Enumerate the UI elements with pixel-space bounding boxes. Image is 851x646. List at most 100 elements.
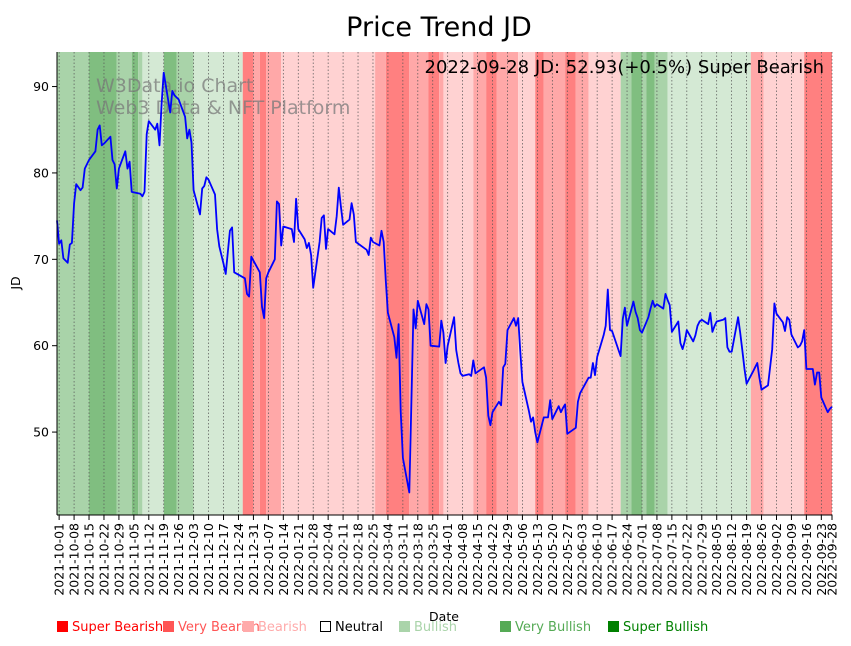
sentiment-band-very-bearish: [266, 52, 282, 515]
x-tick-label: 2021-11-12: [141, 523, 156, 596]
y-ticks: 50 60 70 80 90: [33, 79, 57, 440]
x-tick-label: 2022-02-25: [365, 523, 380, 596]
sentiment-band-very-bearish: [409, 52, 429, 515]
x-tick-label: 2022-08-26: [754, 523, 769, 596]
x-tick-label: 2022-06-03: [575, 523, 590, 596]
legend-label: Super Bearish: [72, 620, 164, 635]
legend-swatch: [320, 621, 331, 632]
x-tick-label: 2022-08-12: [724, 523, 739, 596]
x-tick-label: 2022-02-04: [321, 523, 336, 596]
latest-price-annotation: 2022-09-28 JD: 52.93(+0.5%) Super Bearis…: [425, 57, 825, 78]
x-tick-label: 2022-03-18: [410, 523, 425, 596]
legend-swatch: [163, 621, 174, 632]
sentiment-band-bullish: [620, 52, 632, 515]
y-tick-label: 70: [33, 252, 49, 267]
x-tick-label: 2021-10-29: [111, 523, 126, 596]
x-tick-label: 2022-07-01: [634, 523, 649, 596]
legend-swatch: [608, 621, 619, 632]
x-tick-label: 2021-11-19: [156, 523, 171, 596]
x-tick-label: 2022-04-01: [440, 523, 455, 596]
sentiment-band-bearish: [588, 52, 621, 515]
sentiment-band-very-bullish: [131, 52, 139, 515]
legend-very-bullish: Very Bullish: [500, 620, 591, 635]
x-tick-label: 2022-03-04: [380, 523, 395, 596]
sentiment-band-bullish: [176, 52, 194, 515]
x-tick-label: 2022-09-02: [769, 523, 784, 596]
price-line: [56, 71, 833, 494]
x-tick-label: 2021-12-03: [186, 523, 201, 596]
x-tick-label: 2022-01-07: [261, 523, 276, 596]
sentiment-band-super-bearish: [385, 52, 410, 515]
watermark-line-2: Web3 Data & NFT Platform: [96, 97, 350, 119]
legend-label: Super Bullish: [623, 620, 709, 635]
x-tick-label: 2022-06-17: [605, 523, 620, 596]
sentiment-band-very-bullish: [163, 52, 177, 515]
legend-label: Very Bullish: [515, 620, 592, 635]
x-tick-label: 2022-02-18: [351, 523, 366, 596]
sentiment-band-neutral-bullish: [142, 52, 164, 515]
y-tick-label: 60: [33, 338, 49, 353]
x-tick-label: 2021-11-26: [171, 523, 186, 596]
x-tick-label: 2021-12-17: [216, 523, 231, 596]
sentiment-band-bearish: [518, 52, 536, 515]
sentiment-band-super-bearish: [565, 52, 576, 515]
x-ticks: 2021-10-01 2021-10-08 2021-10-15 2021-10-22…: [52, 515, 840, 596]
y-tick-label: 90: [33, 79, 49, 94]
x-tick-label: 2021-10-22: [96, 523, 111, 596]
x-tick-label: 2022-09-28: [825, 523, 840, 596]
sentiment-band-super-bearish: [535, 52, 544, 515]
x-tick-label: 2021-12-31: [246, 523, 261, 596]
sentiment-band-super-bearish: [259, 52, 267, 515]
sentiment-band-very-bearish: [750, 52, 764, 515]
sentiment-band-super-bearish: [242, 52, 254, 515]
sentiment-bands: [57, 52, 832, 515]
sentiment-band-bullish: [138, 52, 143, 515]
legend-bearish: Bearish: [243, 620, 307, 635]
x-axis-label: Date: [429, 609, 459, 624]
x-tick-label: 2022-07-08: [649, 523, 664, 596]
watermark-line-1: W3Data.io Chart: [96, 75, 253, 97]
sentiment-band-bullish: [641, 52, 647, 515]
legend-label: Very Bearish: [178, 620, 260, 635]
x-tick-label: 2021-10-08: [67, 523, 82, 596]
sentiment-band-neutral-bullish: [667, 52, 751, 515]
x-tick-label: 2022-08-19: [739, 523, 754, 596]
legend-swatch: [500, 621, 511, 632]
legend-neutral: Neutral: [320, 620, 383, 635]
x-tick-label: 2021-11-05: [126, 523, 141, 596]
x-tick-label: 2022-06-24: [620, 523, 635, 596]
legend-super-bearish: Super Bearish: [57, 620, 163, 635]
x-tick-label: 2022-03-25: [425, 523, 440, 596]
y-tick-label: 50: [33, 425, 49, 440]
sentiment-band-very-bullish: [646, 52, 655, 515]
x-tick-label: 2021-12-10: [201, 523, 216, 596]
sentiment-band-very-bearish: [375, 52, 386, 515]
x-tick-label: 2022-04-08: [455, 523, 470, 596]
legend-super-bullish: Super Bullish: [608, 620, 708, 635]
x-tick-label: 2022-07-22: [679, 523, 694, 596]
y-axis-label: JD: [8, 276, 23, 290]
x-tick-label: 2022-09-09: [784, 523, 799, 596]
x-tick-label: 2022-08-05: [709, 523, 724, 596]
x-tick-label: 2022-03-11: [395, 523, 410, 596]
sentiment-band-very-bearish: [473, 52, 487, 515]
chart-title: Price Trend JD: [346, 12, 532, 43]
x-tick-label: 2022-07-15: [664, 523, 679, 596]
x-tick-label: 2022-06-10: [590, 523, 605, 596]
x-tick-label: 2022-04-15: [470, 523, 485, 596]
vertical-gridlines: [58, 52, 833, 515]
sentiment-band-very-bullish: [89, 52, 117, 515]
sentiment-band-bearish: [763, 52, 805, 515]
x-tick-label: 2022-04-29: [500, 523, 515, 596]
sentiment-band-very-bullish: [631, 52, 642, 515]
sentiment-band-bullish: [654, 52, 668, 515]
x-tick-label: 2022-09-23: [814, 523, 829, 596]
legend-swatch: [57, 621, 68, 632]
x-tick-label: 2022-09-16: [799, 523, 814, 596]
legend-swatch: [243, 621, 254, 632]
legend-swatch: [399, 621, 410, 632]
sentiment-band-super-bearish: [486, 52, 497, 515]
legend-label: Bearish: [258, 620, 307, 635]
sentiment-band-super-bearish: [428, 52, 440, 515]
sentiment-band-very-bearish: [439, 52, 444, 515]
